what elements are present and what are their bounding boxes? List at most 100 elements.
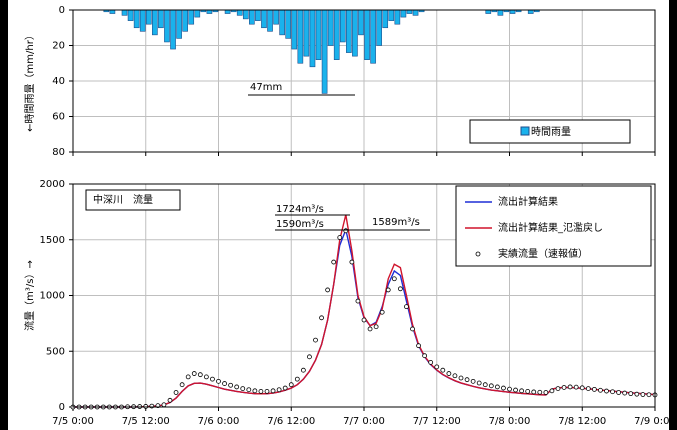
data-point [470, 378, 476, 384]
bar [315, 9, 322, 61]
bar [327, 9, 334, 46]
data-point [307, 354, 312, 360]
bar [121, 9, 128, 16]
data-point [634, 391, 640, 397]
data-point [276, 387, 282, 393]
plot-frame [72, 9, 656, 153]
data-point [167, 397, 173, 403]
x-tick-label: 7/5 12:00 [122, 416, 170, 427]
bar [133, 9, 140, 29]
y-tick-label: 80 [52, 147, 65, 158]
bar [194, 9, 201, 18]
bar [158, 9, 164, 29]
data-point [331, 259, 337, 265]
data-point [379, 309, 385, 315]
data-point [428, 359, 434, 365]
bar [109, 9, 116, 14]
data-point [494, 384, 500, 390]
bar [497, 9, 504, 16]
legend-swatch [475, 251, 481, 257]
data-point [143, 404, 149, 409]
data-point [519, 388, 525, 394]
data-point [640, 392, 646, 397]
data-point [622, 390, 628, 396]
data-point [446, 371, 452, 376]
data-point [610, 389, 615, 395]
data-point [543, 390, 549, 395]
bar [406, 9, 413, 14]
data-point [513, 387, 518, 393]
y-tick-label: 20 [52, 41, 65, 52]
data-point [343, 228, 349, 234]
bar [376, 9, 382, 46]
bar [176, 9, 182, 39]
data-point [282, 385, 288, 391]
data-point [210, 376, 215, 382]
bar [352, 9, 358, 57]
right-border [669, 0, 677, 430]
data-point [373, 324, 379, 330]
data-point [216, 378, 221, 384]
data-point [458, 375, 464, 381]
data-point [258, 388, 264, 394]
data-point [294, 376, 300, 382]
x-tick-label: 7/8 0:00 [489, 416, 531, 427]
data-point [252, 388, 258, 394]
bar [412, 9, 419, 16]
bar [242, 9, 249, 20]
bar [206, 9, 213, 14]
data-point [604, 388, 609, 394]
data-point [161, 402, 167, 408]
data-point [385, 287, 391, 293]
bar [339, 9, 346, 43]
data-point [397, 286, 403, 292]
annotation: 1724m³/s [276, 204, 324, 215]
data-point [203, 374, 209, 380]
bar [309, 9, 316, 68]
data-point [501, 385, 506, 391]
bar [236, 9, 243, 16]
data-point [591, 386, 597, 392]
panel-label-box [85, 189, 181, 211]
bar [127, 9, 134, 21]
data-point [355, 298, 361, 304]
y-tick-label: 0 [59, 402, 65, 413]
data-point [300, 367, 306, 373]
data-point [616, 390, 622, 395]
bar [388, 9, 395, 21]
data-point [325, 287, 331, 293]
data-point [246, 387, 252, 393]
bar [400, 9, 407, 18]
annotation: 47mm [250, 82, 282, 93]
data-point [579, 385, 585, 391]
data-point [507, 386, 512, 392]
data-point [531, 389, 537, 395]
x-tick-label: 7/6 12:00 [267, 416, 315, 427]
left-border [0, 0, 8, 430]
data-point [452, 373, 458, 379]
data-point [573, 384, 579, 390]
data-point [525, 388, 531, 394]
bar [152, 9, 158, 36]
plot-frame [72, 183, 656, 408]
data-point [422, 353, 428, 359]
y-tick-label: 60 [52, 112, 65, 123]
x-tick-label: 7/7 12:00 [413, 416, 461, 427]
x-tick-label: 7/7 0:00 [343, 416, 385, 427]
annotation: 1589m³/s [372, 217, 420, 228]
data-point [361, 317, 367, 323]
data-point [434, 364, 440, 370]
y-tick-label: 2000 [40, 179, 65, 190]
legend-label: 時間雨量 [531, 126, 571, 138]
data-point [482, 382, 488, 388]
legend-swatch [520, 126, 530, 136]
bar [346, 9, 352, 53]
data-point [549, 388, 555, 394]
data-point [440, 367, 446, 373]
bar [182, 9, 188, 32]
data-point [222, 381, 227, 386]
bar [188, 9, 195, 25]
legend-box [455, 185, 652, 267]
data-point [628, 391, 634, 397]
